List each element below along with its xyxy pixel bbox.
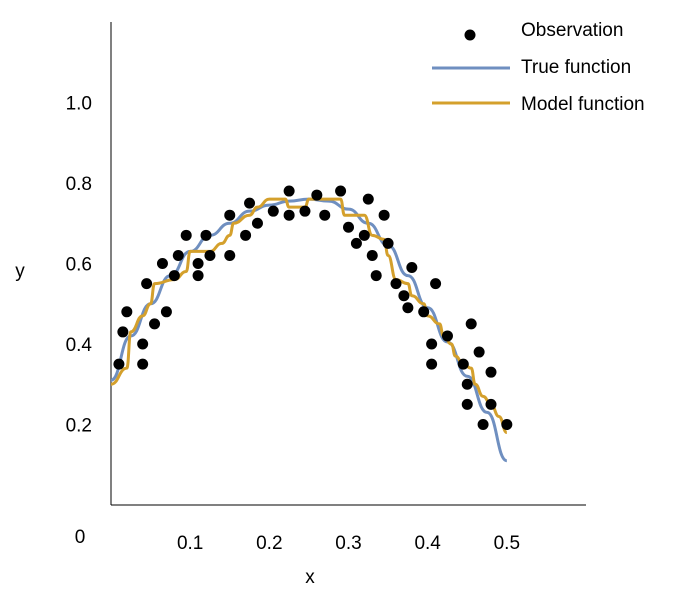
observation-point [117,326,129,338]
observation-point [485,398,497,410]
observation-point [137,338,149,350]
observation-point [402,302,414,314]
observation-point [156,258,168,269]
observation-point [141,278,153,290]
observation-point [299,205,311,217]
observation-point [426,358,438,370]
y-tick-labels: 0.2 0.4 0.6 0.8 1.0 [66,94,93,437]
observation-point [398,290,410,302]
origin-label: 0 [75,527,86,548]
x-tick-label: 0.4 [414,533,441,554]
observation-point [168,270,180,282]
observation-point [461,398,473,410]
legend-observation-label: Observation [521,20,623,41]
legend: Observation True function Model function [432,20,645,115]
observation-point [192,258,204,269]
observation-point [251,217,263,229]
observation-point [378,209,390,221]
observation-point [137,358,149,370]
observation-point [406,262,418,274]
observation-point [390,278,402,290]
y-tick-label: 0.6 [66,255,92,276]
legend-true-function-label: True function [521,57,631,78]
observation-point [418,306,430,318]
legend-observation-marker [464,29,476,41]
x-axis-title: x [305,567,315,588]
observation-point [200,229,212,241]
y-tick-label: 1.0 [66,94,92,115]
observation-point [224,209,236,221]
x-tick-label: 0.1 [177,533,203,554]
observation-point [441,330,453,342]
true-function-line [110,197,508,463]
observation-point [244,197,256,209]
model-function-line [110,197,508,435]
observation-point [430,278,442,290]
observation-point [283,209,295,221]
observation-point [204,249,216,261]
y-axis-title: y [15,261,25,282]
observation-point [358,229,370,241]
observation-point [224,249,236,261]
observation-point [283,185,295,197]
observation-point [267,205,279,217]
observation-point [335,185,347,197]
observation-point [382,237,394,249]
observation-point [461,378,473,390]
y-tick-label: 0.8 [66,174,92,195]
observation-point [473,346,485,358]
observation-point [311,189,323,201]
observation-point [501,419,513,430]
observation-point [192,270,204,282]
observation-point [465,318,477,330]
y-tick-label: 0.4 [66,335,93,356]
observation-point [477,419,489,430]
x-tick-label: 0.5 [494,533,520,554]
observation-point [485,366,497,378]
observation-point [113,358,125,370]
observation-point [160,306,172,318]
observation-point [121,306,133,318]
y-tick-label: 0.2 [66,416,92,437]
observation-point [457,358,469,370]
x-tick-labels: 0.1 0.2 0.3 0.4 0.5 [177,533,520,554]
x-tick-label: 0.2 [256,533,282,554]
observation-point [366,249,378,261]
legend-model-function-label: Model function [521,94,645,115]
observation-point [362,193,374,205]
observation-point [426,338,438,350]
observation-point [343,221,354,233]
observation-point [240,229,252,241]
observation-point [149,318,161,330]
observation-points [113,185,513,430]
observation-point [172,249,184,261]
x-tick-label: 0.3 [335,533,361,554]
observation-point [319,209,331,221]
series-lines [110,197,508,463]
observation-point [180,229,192,241]
observation-point [350,237,362,249]
observation-point [370,270,382,282]
